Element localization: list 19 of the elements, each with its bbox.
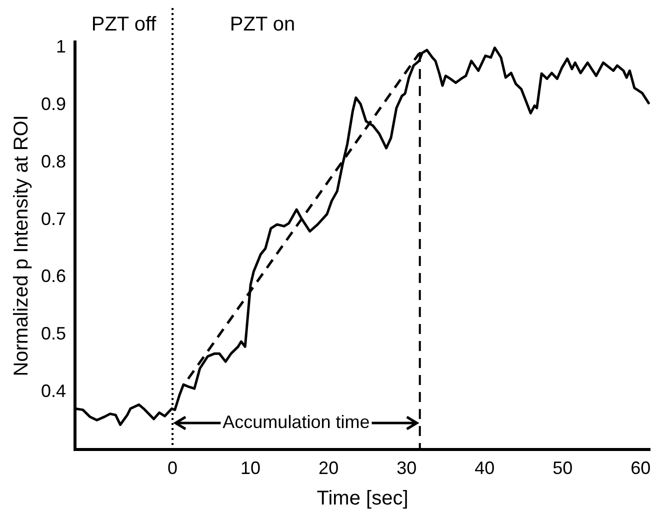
- y-tick-label: 0.6: [40, 266, 66, 286]
- text: PZT off: [91, 14, 157, 36]
- y-tick-label: 1: [56, 36, 66, 57]
- y-tick-label: 0.8: [40, 151, 66, 172]
- y-axis-title: Normalized p Intensity at ROI: [10, 115, 33, 376]
- annotation: Accumulation time: [222, 412, 370, 432]
- y-tick-label: 0.9: [40, 94, 66, 114]
- x-tick-label: 0: [168, 458, 178, 478]
- y-tick-label: 0.4: [40, 380, 66, 401]
- x-tick-label: 10: [240, 458, 261, 478]
- y-tick-label: 0.5: [40, 324, 66, 344]
- x-tick-label: 60: [630, 458, 651, 478]
- x-tick-label: 30: [396, 458, 417, 478]
- x-axis-title: Time [sec]: [316, 488, 408, 510]
- text: PZT on: [230, 14, 296, 36]
- x-tick-label: 40: [474, 458, 495, 478]
- x-tick-label: 50: [552, 458, 573, 478]
- y-tick-label: 0.7: [40, 208, 66, 229]
- x-tick-label: 20: [318, 458, 339, 478]
